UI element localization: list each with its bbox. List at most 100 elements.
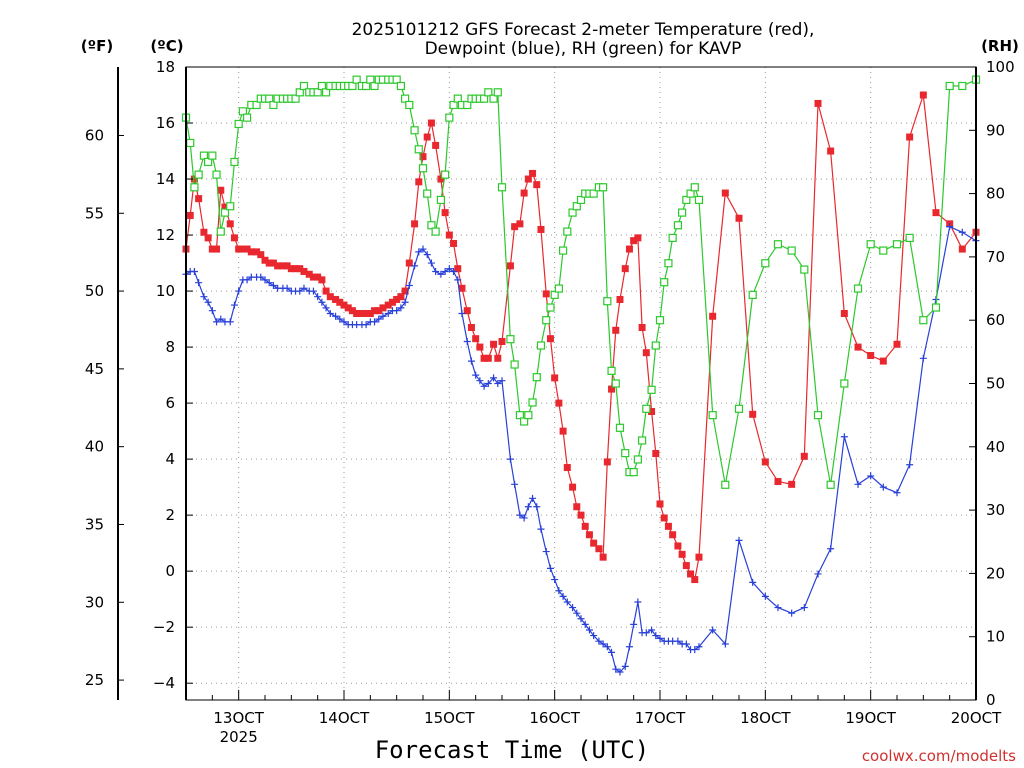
dewpoint-point bbox=[893, 489, 901, 497]
rh-tick-label: 0 bbox=[986, 691, 996, 709]
rh-point bbox=[892, 240, 902, 249]
fahrenheit-tick-label: 45 bbox=[85, 360, 104, 378]
dewpoint-point bbox=[265, 279, 273, 287]
dewpoint-point bbox=[476, 377, 484, 385]
x-axis-title: Forecast Time (UTC) bbox=[375, 736, 650, 764]
rh-point bbox=[708, 411, 717, 420]
temperature-point bbox=[612, 326, 620, 334]
rh-line bbox=[185, 78, 977, 485]
temperature-point bbox=[585, 531, 593, 539]
dewpoint-point bbox=[520, 514, 528, 522]
rh-point bbox=[800, 265, 809, 274]
temperature-point bbox=[788, 480, 796, 488]
dewpoint-point bbox=[590, 632, 598, 640]
rh-point bbox=[506, 335, 515, 344]
dewpoint-point bbox=[494, 380, 502, 387]
x-tick-year-label: 2025 bbox=[220, 728, 258, 746]
rh-point bbox=[510, 360, 519, 369]
rh-point bbox=[220, 208, 230, 217]
rh-point bbox=[826, 480, 835, 489]
temperature-point bbox=[524, 175, 532, 183]
rh-point bbox=[216, 227, 225, 236]
dewpoint-point bbox=[674, 637, 682, 645]
temperature-point bbox=[467, 323, 475, 331]
dewpoint-point bbox=[217, 315, 225, 323]
rh-point bbox=[352, 75, 361, 84]
temperature-point bbox=[388, 298, 396, 306]
dewpoint-point bbox=[314, 293, 322, 301]
dewpoint-point bbox=[371, 318, 379, 326]
dewpoint-point bbox=[958, 228, 966, 236]
temperature-point bbox=[648, 408, 656, 416]
temperature-point bbox=[774, 478, 782, 486]
rh-point bbox=[208, 151, 217, 160]
rh-point bbox=[414, 145, 423, 154]
temperature-point bbox=[595, 545, 603, 553]
rh-point bbox=[528, 398, 537, 407]
temperature-point bbox=[463, 307, 471, 315]
rh-point bbox=[453, 94, 462, 103]
temperature-point bbox=[827, 147, 835, 155]
temperature-point bbox=[919, 91, 927, 99]
rh-point bbox=[647, 385, 656, 394]
dewpoint-point bbox=[326, 309, 334, 317]
temperature-point bbox=[674, 542, 682, 550]
rh-point bbox=[651, 341, 660, 350]
rh-point bbox=[673, 221, 683, 230]
temperature-point bbox=[257, 251, 265, 259]
temperature-point bbox=[906, 133, 914, 141]
dewpoint-point bbox=[569, 604, 577, 612]
rh-point bbox=[853, 284, 863, 293]
temperature-point bbox=[854, 343, 862, 351]
dewpoint-point bbox=[200, 293, 208, 301]
temperature-point bbox=[630, 237, 638, 245]
dewpoint-point bbox=[529, 494, 537, 502]
rh-point bbox=[449, 100, 458, 110]
temperature-point bbox=[415, 178, 423, 186]
dewpoint-point bbox=[616, 668, 624, 676]
dewpoint-point bbox=[511, 480, 519, 488]
rh-point bbox=[515, 411, 525, 420]
rh-point bbox=[633, 455, 642, 464]
dewpoint-point bbox=[269, 281, 277, 289]
dewpoint-point bbox=[563, 598, 571, 606]
temperature-point bbox=[634, 234, 642, 242]
dewpoint-point bbox=[551, 576, 559, 584]
temperature-point bbox=[800, 452, 808, 460]
dewpoint-point bbox=[721, 640, 729, 648]
temperature-point bbox=[204, 234, 212, 242]
rh-point bbox=[445, 113, 454, 122]
rh-point bbox=[550, 290, 559, 299]
temperature-point bbox=[533, 181, 541, 189]
rh-point bbox=[463, 100, 472, 110]
rh-point bbox=[199, 151, 209, 160]
temperature-point bbox=[269, 259, 277, 267]
rh-point bbox=[958, 81, 967, 91]
dewpoint-point bbox=[463, 337, 471, 345]
dewpoint-point bbox=[195, 279, 203, 287]
temperature-point bbox=[529, 169, 537, 177]
temperature-point bbox=[379, 304, 387, 312]
fahrenheit-tick-label: 30 bbox=[85, 593, 104, 611]
rh-point bbox=[242, 113, 252, 122]
dewpoint-point bbox=[634, 598, 642, 606]
dewpoint-point bbox=[204, 298, 212, 306]
fahrenheit-tick-label: 60 bbox=[85, 126, 104, 144]
rh-point bbox=[546, 303, 555, 312]
temperature-point bbox=[638, 323, 646, 331]
x-tick-label: 15OCT bbox=[424, 709, 475, 727]
rh-point bbox=[866, 240, 875, 249]
fahrenheit-tick-label: 35 bbox=[85, 515, 104, 533]
rh-point bbox=[410, 126, 419, 135]
rh-point bbox=[497, 183, 507, 192]
dewpoint-point bbox=[608, 648, 616, 656]
temperature-point bbox=[200, 228, 208, 236]
dewpoint-point bbox=[401, 298, 409, 306]
dewpoint-point bbox=[648, 626, 656, 634]
credit-text: coolwx.com/modelts bbox=[862, 747, 1016, 765]
rh-series bbox=[181, 75, 981, 489]
rh-point bbox=[238, 107, 247, 116]
temperature-point bbox=[190, 175, 198, 183]
rh-point bbox=[252, 100, 261, 110]
